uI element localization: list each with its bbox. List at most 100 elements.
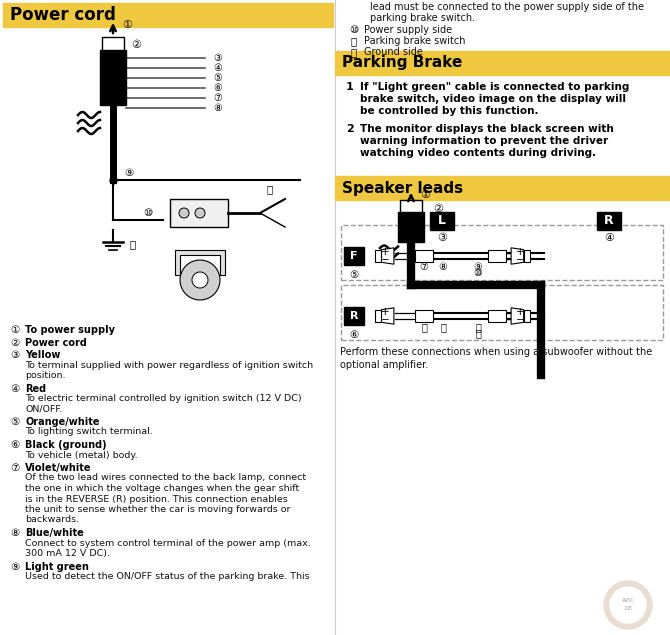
Text: F: F — [350, 251, 358, 261]
Text: Power supply side: Power supply side — [364, 25, 452, 35]
Text: brake switch, video image on the display will: brake switch, video image on the display… — [360, 94, 626, 104]
Circle shape — [610, 587, 646, 623]
Text: ⑨: ⑨ — [474, 262, 482, 272]
Circle shape — [192, 272, 208, 288]
Text: −: − — [381, 315, 389, 325]
Bar — [488, 250, 506, 262]
Bar — [400, 200, 422, 212]
Polygon shape — [381, 248, 394, 264]
Text: ON/OFF.: ON/OFF. — [25, 404, 62, 413]
Text: parking brake switch.: parking brake switch. — [370, 13, 475, 23]
Text: Blue/white: Blue/white — [25, 528, 84, 538]
Bar — [341, 225, 663, 280]
Text: 2: 2 — [346, 124, 354, 134]
Text: ⑦: ⑦ — [214, 93, 222, 103]
Polygon shape — [381, 308, 394, 324]
Text: Connect to system control terminal of the power amp (max.: Connect to system control terminal of th… — [25, 538, 311, 547]
Text: ⑦: ⑦ — [419, 262, 428, 272]
Text: ③: ③ — [437, 233, 447, 243]
Text: ⑤: ⑤ — [349, 270, 358, 280]
Text: ⑨: ⑨ — [10, 561, 19, 572]
Text: 300 mA 12 V DC).: 300 mA 12 V DC). — [25, 549, 110, 558]
Bar — [488, 310, 506, 322]
Text: +: + — [381, 247, 389, 257]
Text: Violet/white: Violet/white — [25, 463, 92, 473]
Text: To terminal supplied with power regardless of ignition switch: To terminal supplied with power regardle… — [25, 361, 313, 370]
Text: −: − — [516, 255, 525, 265]
Text: ⑪: ⑪ — [421, 322, 427, 332]
Text: L: L — [438, 215, 446, 227]
Circle shape — [180, 260, 220, 300]
Text: backwards.: backwards. — [25, 516, 79, 525]
Text: AVIC: AVIC — [622, 598, 634, 603]
Text: The monitor displays the black screen with: The monitor displays the black screen wi… — [360, 124, 614, 134]
Bar — [170, 199, 228, 227]
Text: Used to detect the ON/OFF status of the parking brake. This: Used to detect the ON/OFF status of the … — [25, 572, 310, 581]
Bar — [415, 250, 433, 262]
Text: Orange/white: Orange/white — [25, 417, 100, 427]
Text: ③: ③ — [214, 53, 222, 63]
Text: ⑭: ⑭ — [475, 328, 481, 338]
Bar — [375, 250, 381, 262]
Text: optional amplifier.: optional amplifier. — [340, 360, 428, 370]
Text: Power cord: Power cord — [25, 337, 87, 347]
Text: the unit to sense whether the car is moving forwards or: the unit to sense whether the car is mov… — [25, 505, 291, 514]
Text: To lighting switch terminal.: To lighting switch terminal. — [25, 427, 153, 436]
Bar — [430, 212, 454, 230]
Text: −: − — [381, 255, 389, 265]
Text: ②: ② — [10, 337, 19, 347]
Bar — [344, 247, 364, 265]
Text: ③: ③ — [10, 350, 19, 360]
Text: +: + — [516, 247, 525, 257]
Text: Power cord: Power cord — [10, 6, 116, 24]
Text: ⑦: ⑦ — [10, 463, 19, 473]
Text: ⑩: ⑩ — [349, 25, 358, 35]
Text: D3: D3 — [624, 606, 632, 610]
Text: ⑥: ⑥ — [10, 440, 19, 450]
Text: ④: ④ — [604, 233, 614, 243]
Text: ⑪: ⑪ — [267, 184, 273, 194]
Bar — [102, 37, 124, 50]
Text: Parking Brake: Parking Brake — [342, 55, 462, 70]
Bar — [341, 285, 663, 340]
Text: ②: ② — [433, 204, 443, 214]
Text: warning information to prevent the driver: warning information to prevent the drive… — [360, 136, 608, 146]
Text: Ground side: Ground side — [364, 47, 423, 57]
Bar — [597, 212, 621, 230]
Text: position.: position. — [25, 371, 66, 380]
Text: R: R — [350, 311, 358, 321]
Text: ⑪: ⑪ — [351, 36, 357, 46]
Text: +: + — [381, 307, 389, 317]
Text: ④: ④ — [10, 384, 19, 394]
Text: ④: ④ — [214, 63, 222, 73]
Text: ②: ② — [131, 40, 141, 50]
Bar — [375, 310, 381, 323]
Text: ⑩: ⑩ — [474, 268, 482, 278]
Text: lead must be connected to the power supply side of the: lead must be connected to the power supp… — [370, 2, 644, 12]
Text: be controlled by this function.: be controlled by this function. — [360, 106, 539, 116]
Circle shape — [195, 208, 205, 218]
Text: ⑫: ⑫ — [440, 322, 446, 332]
Bar — [335, 51, 670, 75]
Text: ⑧: ⑧ — [439, 262, 448, 272]
Text: ⑤: ⑤ — [10, 417, 19, 427]
Bar — [344, 307, 364, 325]
Text: Speaker leads: Speaker leads — [342, 180, 463, 196]
Text: ⑫: ⑫ — [130, 239, 136, 249]
Circle shape — [179, 208, 189, 218]
Text: Red: Red — [25, 384, 46, 394]
Text: ⑫: ⑫ — [351, 47, 357, 57]
Text: Perform these connections when using a subwoofer without the: Perform these connections when using a s… — [340, 347, 653, 357]
Text: ①: ① — [10, 325, 19, 335]
Polygon shape — [511, 308, 524, 324]
Text: Parking brake switch: Parking brake switch — [364, 36, 466, 46]
Text: ⑬: ⑬ — [475, 322, 481, 332]
Text: ⑧: ⑧ — [214, 103, 222, 113]
Text: ⑩: ⑩ — [143, 208, 153, 218]
Text: ⑤: ⑤ — [214, 73, 222, 83]
Text: To vehicle (metal) body.: To vehicle (metal) body. — [25, 450, 137, 460]
Text: Black (ground): Black (ground) — [25, 440, 107, 450]
Text: ①: ① — [122, 20, 132, 30]
Text: Light green: Light green — [25, 561, 89, 572]
Polygon shape — [175, 250, 225, 275]
